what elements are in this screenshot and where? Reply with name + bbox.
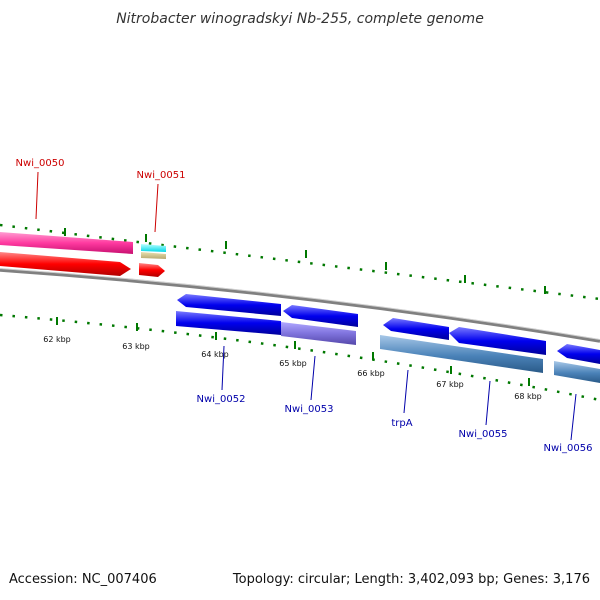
minor-tick-dots (0, 313, 600, 402)
gene-Nwi_0055-arrow[interactable] (449, 327, 546, 355)
tick-label-65kbp: 65 kbp (279, 359, 307, 368)
gene-Nwi_0056-arrow[interactable] (557, 344, 600, 364)
genome-backbone (0, 268, 600, 343)
gene-Nwi_0051-subblock[interactable] (141, 252, 166, 259)
gene-labels: Nwi_0050 Nwi_0051 Nwi_0052 Nwi_0053 trpA… (16, 158, 593, 454)
gene-label-Nwi_0050[interactable]: Nwi_0050 (16, 158, 65, 169)
gene-label-Nwi_0055[interactable]: Nwi_0055 (459, 429, 508, 440)
gene-Nwi_0052-arrow[interactable] (177, 294, 281, 316)
leader-line-Nwi_0051 (154, 183, 159, 233)
tick-label-67kbp: 67 kbp (436, 380, 464, 389)
map-title: Nitrobacter winogradskyi Nb-255, complet… (116, 11, 484, 27)
tick-label-66kbp: 66 kbp (357, 369, 385, 378)
genome-backbone-highlight (0, 268, 600, 340)
gene-Nwi_0053-block[interactable] (281, 322, 356, 345)
leader-line-Nwi_0053 (310, 355, 316, 401)
gene-Nwi_0051-arrow[interactable] (139, 263, 165, 277)
leader-line-trpA (403, 369, 409, 414)
gene-Nwi_0056-block[interactable] (554, 361, 600, 383)
gene-Nwi_0053-arrow[interactable] (283, 305, 358, 327)
gene-label-Nwi_0051[interactable]: Nwi_0051 (137, 170, 186, 181)
leader-line-Nwi_0055 (485, 380, 491, 426)
minor-tick-dots (0, 223, 600, 301)
gene-Nwi_0052-block[interactable] (176, 311, 281, 335)
reverse-strand (176, 294, 600, 383)
accession-text: Accession: NC_007406 (9, 572, 157, 587)
tick-label-64kbp: 64 kbp (201, 350, 229, 359)
gene-Nwi_0050-block[interactable] (0, 232, 133, 254)
gene-label-Nwi_0056[interactable]: Nwi_0056 (544, 443, 593, 454)
gene-label-Nwi_0052[interactable]: Nwi_0052 (197, 394, 246, 405)
leader-line-Nwi_0056 (570, 393, 577, 441)
gene-Nwi_0050-arrow[interactable] (0, 252, 131, 276)
leader-line-Nwi_0052 (221, 345, 225, 391)
lower-tick-row (0, 313, 600, 402)
tick-label-62kbp: 62 kbp (43, 335, 71, 344)
kbp-tick-labels: 62 kbp 63 kbp 64 kbp 65 kbp 66 kbp 67 kb… (43, 335, 542, 401)
gene-trpA-arrow[interactable] (383, 318, 449, 340)
gene-trpA-block[interactable] (380, 335, 543, 373)
tick-label-68kbp: 68 kbp (514, 392, 542, 401)
tick-label-63kbp: 63 kbp (122, 342, 150, 351)
gene-label-Nwi_0053[interactable]: Nwi_0053 (285, 404, 334, 415)
leader-line-Nwi_0050 (35, 171, 39, 220)
forward-strand (0, 232, 166, 277)
gene-Nwi_0051-block[interactable] (141, 244, 166, 252)
genome-summary-text: Topology: circular; Length: 3,402,093 bp… (232, 572, 590, 587)
gene-label-trpA[interactable]: trpA (391, 418, 412, 429)
upper-tick-row (0, 223, 600, 301)
